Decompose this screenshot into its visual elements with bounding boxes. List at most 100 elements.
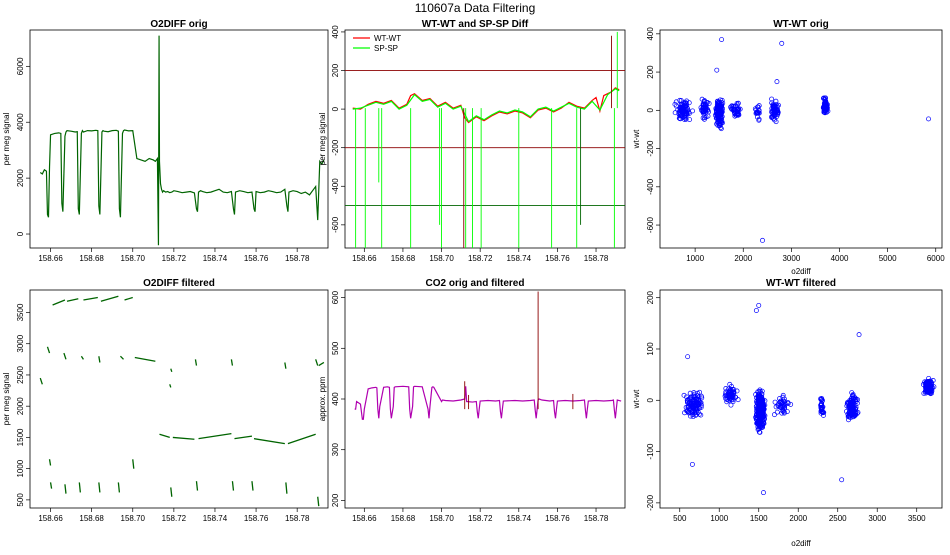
- data-segment: [159, 433, 170, 439]
- data-point: [756, 103, 762, 109]
- x-tick-label: 158.76: [545, 514, 570, 523]
- plot-area: 158.66 158.68 158.70 158.72 158.74 158.76 158.…: [16, 289, 329, 523]
- data-point: [821, 95, 827, 101]
- data-point: [772, 113, 778, 119]
- data-point: [723, 391, 728, 397]
- legend: WT-WT SP-SP: [353, 34, 401, 53]
- data-point: [777, 396, 782, 402]
- data-point: [818, 404, 824, 410]
- data-segment: [234, 435, 253, 440]
- data-point: [719, 102, 725, 108]
- x-tick-label: 2000: [734, 254, 752, 263]
- data-point: [728, 402, 734, 408]
- data-point: [769, 114, 775, 120]
- data-segment: [172, 436, 195, 440]
- data-point: [684, 111, 690, 117]
- x-tick-label: 3500: [908, 514, 926, 523]
- data-segment: [251, 481, 254, 491]
- data-point: [723, 389, 729, 395]
- data-point: [854, 400, 860, 406]
- y-tick-label: 0: [16, 231, 25, 236]
- data-point: [755, 109, 761, 115]
- data-point: [695, 402, 701, 408]
- y-tick-label: -100: [646, 443, 655, 460]
- data-point: [673, 99, 679, 105]
- x-tick-label: 2500: [829, 514, 847, 523]
- x-tick-label: 158.72: [468, 514, 493, 523]
- y-tick-label: 2500: [16, 366, 25, 384]
- data-point: [735, 397, 741, 403]
- plot-frame: [659, 289, 943, 509]
- y-tick-label: -600: [331, 216, 340, 233]
- data-point: [781, 403, 787, 409]
- panel-wtwt-orig: WT-WT orig wt-wt o2diff 1000 2000 3000 4000…: [632, 19, 945, 276]
- data-point: [754, 419, 760, 425]
- data-point: [759, 388, 765, 394]
- data-segment: [194, 359, 198, 366]
- legend-label-spsp: SP-SP: [374, 44, 398, 53]
- data-point: [714, 108, 719, 114]
- data-point: [781, 410, 787, 416]
- x-tick-label: 158.70: [121, 514, 146, 523]
- y-tick-label: 400: [331, 392, 340, 406]
- y-tick-label: -600: [646, 216, 655, 233]
- chart-title: O2DIFF orig: [150, 19, 207, 30]
- data-segment: [134, 356, 156, 362]
- data-segment: [66, 298, 79, 302]
- plot-frame: [29, 29, 329, 249]
- data-point: [696, 411, 702, 417]
- y-tick-label: 400: [646, 27, 655, 41]
- x-tick-label: 158.70: [429, 514, 454, 523]
- data-point: [759, 424, 765, 430]
- data-point: [822, 101, 828, 107]
- y-tick-label: 0: [646, 398, 655, 403]
- plot-frame: [659, 29, 943, 249]
- x-tick-label: 500: [673, 514, 687, 523]
- data-point: [822, 104, 828, 110]
- data-point: [726, 394, 732, 400]
- y-tick-label: 200: [331, 63, 340, 77]
- y-tick-label: -200: [331, 139, 340, 156]
- data-point: [853, 411, 859, 417]
- data-point: [780, 406, 786, 412]
- y-tick-label: 3000: [16, 334, 25, 352]
- data-point: [700, 105, 706, 110]
- x-tick-label: 158.78: [584, 514, 609, 523]
- data-point: [773, 110, 778, 116]
- data-point: [780, 392, 786, 398]
- y-tick-label: 6000: [16, 57, 25, 75]
- data-point: [672, 101, 678, 107]
- data-segment: [230, 359, 234, 366]
- data-segment: [284, 362, 287, 369]
- data-point: [756, 302, 762, 308]
- data-point: [677, 113, 683, 119]
- chart-title: O2DIFF filtered: [143, 278, 215, 289]
- data-point: [821, 107, 827, 113]
- panel-wtwt-filtered: WT-WT filtered wt-wt o2diff 500 1000 1500 2…: [632, 278, 943, 548]
- data-point: [818, 402, 824, 408]
- x-axis-label: o2diff: [791, 539, 811, 548]
- data-point: [696, 396, 702, 402]
- data-point: [755, 427, 761, 432]
- x-tick-label: 158.74: [507, 514, 532, 523]
- data-segment: [117, 482, 121, 493]
- chart-title: CO2 orig and filtered: [426, 278, 525, 289]
- y-axis-label: per meg signal: [2, 113, 11, 166]
- data-point: [760, 410, 766, 416]
- x-tick-label: 158.76: [244, 254, 269, 263]
- data-segment: [48, 459, 52, 466]
- data-segment: [318, 361, 325, 367]
- y-tick-label: 200: [646, 290, 655, 304]
- data-point: [684, 394, 690, 400]
- x-tick-label: 6000: [927, 254, 945, 263]
- data-segment: [124, 296, 133, 301]
- x-tick-label: 158.66: [352, 254, 377, 263]
- x-tick-label: 158.68: [391, 254, 416, 263]
- data-point: [756, 405, 762, 411]
- panel-co2-orig-filtered: CO2 orig and filtered approx. ppm 158.66…: [318, 278, 626, 523]
- y-tick-label: -400: [646, 178, 655, 195]
- data-point: [690, 108, 696, 114]
- panel-wtwt-spsp-diff: WT-WT and SP-SP Diff per meg signal 158.…: [318, 19, 626, 263]
- y-tick-label: 100: [646, 342, 655, 356]
- data-point: [821, 412, 826, 418]
